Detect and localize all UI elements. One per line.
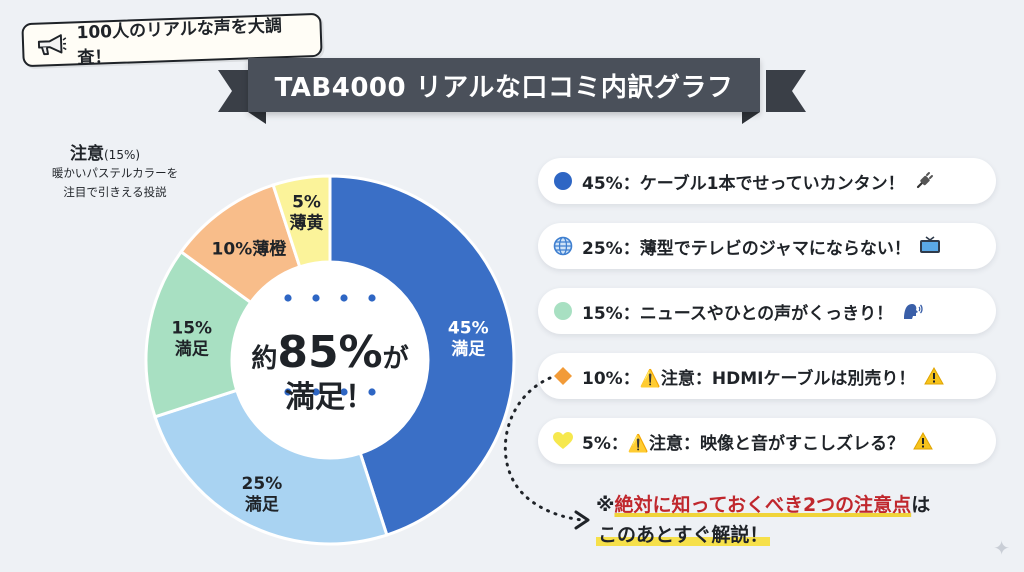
note-suffix: は (911, 494, 931, 516)
caution-title: 注意(15%) (70, 139, 140, 164)
legend-item-text: 45%：ケーブル1本でせっていカンタン！ (582, 173, 905, 194)
slice-label: 25%満足 (242, 474, 283, 515)
tv-icon (919, 235, 941, 257)
legend-item-text: 5%：⚠️注意：映像と音がすこしズレる？ (582, 433, 905, 454)
center-dot (340, 388, 348, 396)
caution-desc-line2: 注目で引きえる投説 (63, 185, 167, 199)
page-title: TAB4000 リアルな口コミ内訳グラフ (248, 58, 760, 112)
center-number: 85% (277, 327, 382, 378)
caution-title-text: 注意 (70, 144, 104, 164)
center-dots (284, 294, 376, 396)
donut-hole (232, 262, 428, 458)
center-prefix: 約 (251, 343, 277, 374)
chart-slices (144, 174, 516, 546)
legend-item: 15%：ニュースやひとの声がくっきり！ (538, 288, 996, 334)
note-line1: ※絶対に知っておくべき2つの注意点は (596, 490, 930, 520)
caution-title-pct: (15%) (104, 148, 141, 162)
slice-label: 10%薄橙 (212, 238, 288, 259)
plug-icon (913, 170, 935, 192)
legend-item: 45%：ケーブル1本でせっていカンタン！ (538, 158, 996, 204)
page-title-text: TAB4000 リアルな口コミ内訳グラフ (274, 72, 734, 103)
caution-desc: 暖かいパステルカラーを 注目で引きえる投説 (30, 164, 200, 202)
banner-fold-right (742, 112, 760, 124)
bottom-note: ※絶対に知っておくべき2つの注意点は このあとすぐ解説！ (596, 490, 930, 550)
center-dot (312, 388, 320, 396)
caution-desc-line1: 暖かいパステルカラーを (51, 166, 179, 180)
center-dot (284, 388, 292, 396)
note-prefix: ※ (596, 494, 615, 516)
circle-marker-icon (552, 300, 574, 322)
sparkle-icon: ✦ (993, 536, 1010, 560)
circle-marker-icon (552, 170, 574, 192)
legend-item-text: 10%：⚠️注意：HDMIケーブルは別売り！ (582, 368, 916, 389)
legend-item-text: 15%：ニュースやひとの声がくっきり！ (582, 303, 894, 324)
center-line2: 満足！ (285, 380, 375, 415)
globe-marker-icon (552, 235, 574, 257)
banner-fold-left (248, 112, 266, 124)
note-line2: このあとすぐ解説！ (596, 524, 771, 546)
center-dot (368, 294, 376, 302)
center-dot (284, 294, 292, 302)
center-dot (340, 294, 348, 302)
legend-item: 5%：⚠️注意：映像と音がすこしズレる？ (538, 418, 996, 464)
legend-item: 25%：薄型でテレビのジャマにならない！ (538, 223, 996, 269)
megaphone-icon (37, 34, 67, 56)
center-line1: 約85%が (251, 327, 408, 378)
center-suffix: が (383, 343, 409, 374)
center-dot (368, 388, 376, 396)
heart-marker-icon (552, 430, 574, 452)
donut-chart: 45%満足 25%満足 15%満足 10%薄橙5%薄黄 約85%が 満足！ (144, 174, 516, 546)
slice-label: 45%満足 (448, 319, 489, 360)
speaking-head-icon (901, 300, 923, 322)
note-highlight: 絶対に知っておくべき2つの注意点 (614, 494, 912, 516)
chart-slice-labels: 45%満足 25%満足 15%満足 10%薄橙5%薄黄 (171, 192, 488, 515)
legend-item: 10%：⚠️注意：HDMIケーブルは別売り！ (538, 353, 996, 399)
warning-icon (912, 430, 934, 452)
legend-item-text: 25%：薄型でテレビのジャマにならない！ (582, 238, 911, 259)
top-tag: 100人のリアルな声を大調査！ (21, 12, 323, 68)
slice-label: 5%薄黄 (290, 192, 324, 233)
dotted-arrow (503, 376, 590, 530)
banner-tail-right (766, 70, 806, 112)
diamond-marker-icon (552, 365, 574, 387)
center-dot (312, 294, 320, 302)
warning-icon (923, 365, 945, 387)
slice-label: 15%満足 (171, 319, 212, 360)
